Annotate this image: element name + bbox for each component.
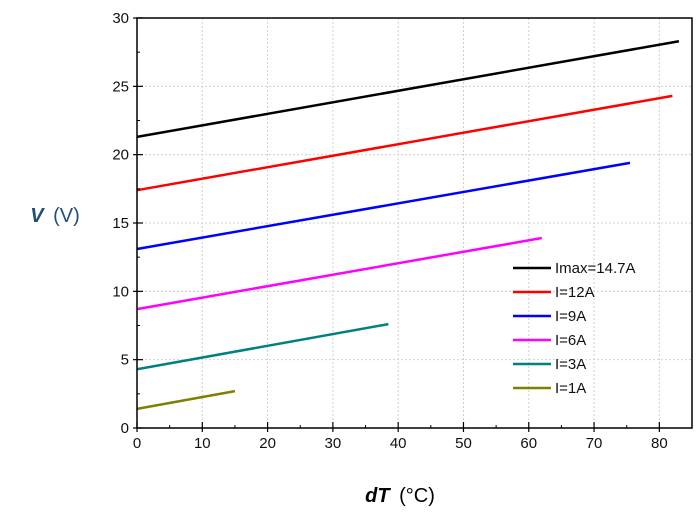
x-axis-symbol: dT xyxy=(365,485,391,507)
x-tick-label: 40 xyxy=(390,435,407,452)
x-axis-unit: (°C) xyxy=(399,485,435,507)
axis-ticks: 0 10 20 30 40 50 60 70 80 0 5 10 15 20 25 30 xyxy=(112,10,667,452)
x-tick-label: 50 xyxy=(455,435,472,452)
y-axis-unit: (V) xyxy=(53,205,80,227)
y-tick-label: 15 xyxy=(112,215,129,232)
x-tick-label: 20 xyxy=(259,435,276,452)
x-tick-label: 60 xyxy=(520,435,537,452)
legend-entry: I=6A xyxy=(555,332,586,349)
series-line xyxy=(136,40,680,139)
grid xyxy=(137,18,692,428)
y-tick-label: 20 xyxy=(112,147,129,164)
y-tick-label: 30 xyxy=(112,10,129,27)
legend-entry: Imax=14.7A xyxy=(555,260,635,277)
y-tick-label: 25 xyxy=(112,78,129,95)
x-tick-label: 10 xyxy=(194,435,211,452)
series-line xyxy=(136,94,673,192)
x-tick-label: 70 xyxy=(586,435,603,452)
series-line xyxy=(136,322,389,371)
y-axis-label: V (V) xyxy=(30,205,80,227)
legend: Imax=14.7A I=12A I=9A I=6A I=3A I=1A xyxy=(513,260,635,397)
legend-entry: I=12A xyxy=(555,284,595,301)
x-tick-label: 30 xyxy=(325,435,342,452)
x-axis-label: dT (°C) xyxy=(365,485,435,507)
series-line xyxy=(136,389,236,411)
series-line xyxy=(136,236,543,311)
x-tick-label: 80 xyxy=(651,435,668,452)
y-tick-label: 5 xyxy=(121,352,129,369)
x-tick-label: 0 xyxy=(133,435,141,452)
y-tick-label: 10 xyxy=(112,283,129,300)
y-axis-symbol: V xyxy=(30,205,45,227)
legend-entry: I=9A xyxy=(555,308,586,325)
series-line xyxy=(136,161,631,251)
legend-entry: I=1A xyxy=(555,380,586,397)
series-lines xyxy=(136,40,680,411)
y-tick-label: 0 xyxy=(121,420,129,437)
legend-entry: I=3A xyxy=(555,356,586,373)
